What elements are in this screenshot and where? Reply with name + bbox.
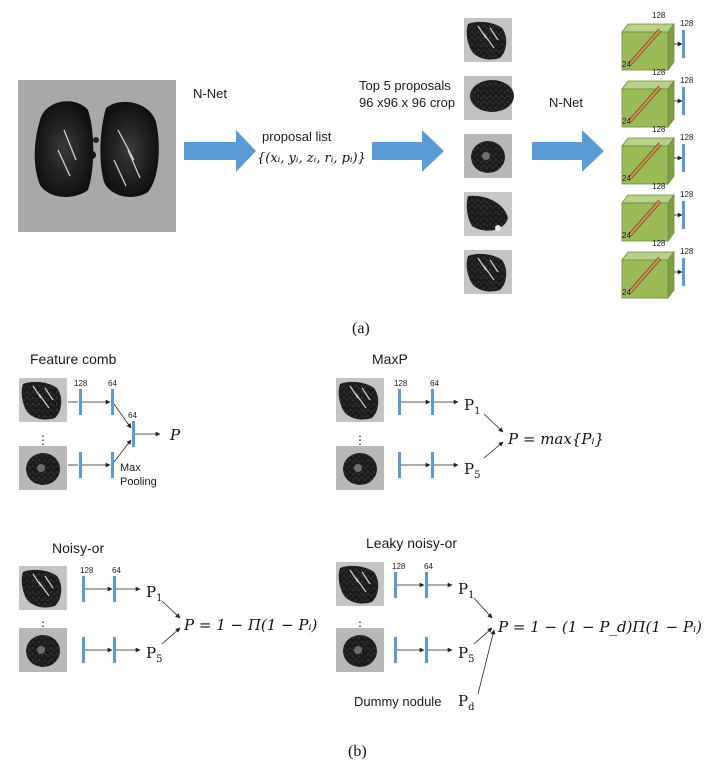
leaky-noisy-or-panel: Leaky noisy-or ⋮ 128 64 P1 P5 P = 1 − (1…: [335, 535, 702, 713]
svg-text:Pd: Pd: [458, 692, 475, 713]
noisy-or-formula: P = 1 − Π(1 − Pᵢ): [183, 616, 318, 634]
svg-text:24: 24: [622, 288, 631, 297]
svg-text:64: 64: [128, 411, 137, 420]
svg-text:P1: P1: [464, 396, 480, 417]
svg-text:24: 24: [622, 117, 631, 126]
leaky-noisy-or-title: Leaky noisy-or: [366, 535, 457, 551]
pooled-vector: [132, 421, 135, 447]
vector-64: [111, 389, 114, 415]
nnet-label-1: N-Net: [193, 86, 227, 101]
svg-text:64: 64: [424, 562, 433, 571]
svg-text:P5: P5: [458, 644, 474, 665]
top5-label-line2: 96 x96 x 96 crop: [359, 95, 455, 110]
svg-text:128: 128: [680, 190, 694, 199]
feature-comb-panel: Feature comb ⋮ 128 64 64 P Max Pooling: [18, 351, 181, 490]
svg-text:64: 64: [108, 379, 117, 388]
svg-text:128: 128: [652, 239, 666, 248]
svg-text:Max: Max: [120, 462, 141, 474]
svg-text:128: 128: [80, 566, 94, 575]
proposal-crop-1: [463, 17, 513, 63]
proposal-crops: [463, 17, 514, 295]
noisy-or-title: Noisy-or: [52, 540, 104, 556]
feature-cube-1: 128 24 128: [620, 11, 694, 72]
feature-cube-4: 128 24 128: [620, 182, 694, 243]
proposal-crop-3: [464, 134, 512, 178]
top5-label-line1: Top 5 proposals: [359, 78, 451, 93]
svg-text:128: 128: [652, 11, 666, 20]
proposal-crop-2: [464, 76, 514, 120]
flow-arrow-1: [184, 130, 256, 172]
svg-text:128: 128: [652, 182, 666, 191]
vector-128: [79, 389, 82, 415]
svg-text:24: 24: [622, 231, 631, 240]
feature-cube-2: 128 24 128: [620, 68, 694, 129]
feature-cube-5: 128 24 128: [620, 239, 694, 300]
noisy-or-panel: Noisy-or ⋮ 128 64 P1 P5 P = 1 − Π(1 − Pᵢ…: [18, 540, 318, 672]
svg-text:128: 128: [680, 247, 694, 256]
feature-vector: [682, 30, 685, 58]
svg-text:P5: P5: [464, 460, 480, 481]
input-thumb-top: [18, 377, 68, 423]
ellipsis: ⋮: [37, 433, 49, 447]
proposal-crop-4: [464, 192, 512, 236]
caption-a: (a): [352, 320, 370, 337]
maxp-formula: P = max{Pᵢ}: [507, 430, 604, 448]
maxp-panel: MaxP ⋮ 128 64 P1 P5 P = max{Pᵢ}: [335, 351, 604, 490]
svg-text:128: 128: [394, 379, 408, 388]
svg-text:64: 64: [430, 379, 439, 388]
maxp-title: MaxP: [372, 351, 408, 367]
svg-text:128: 128: [680, 19, 694, 28]
feature-comb-output: P: [169, 426, 181, 444]
svg-text:64: 64: [112, 566, 121, 575]
svg-text:24: 24: [622, 174, 631, 183]
svg-text:Pooling: Pooling: [120, 476, 157, 488]
nnet-label-2: N-Net: [549, 95, 583, 110]
svg-text:24: 24: [622, 60, 631, 69]
flow-arrow-2: [372, 130, 444, 172]
proposal-crop-5: [463, 249, 513, 295]
caption-b: (b): [348, 743, 367, 760]
feature-comb-title: Feature comb: [30, 351, 117, 367]
svg-text:128: 128: [392, 562, 406, 571]
proposal-formula: {(xᵢ, yᵢ, zᵢ, rᵢ, pᵢ)}: [257, 151, 366, 166]
svg-text:P5: P5: [146, 644, 162, 665]
svg-text:P1: P1: [458, 580, 474, 601]
svg-text:128: 128: [680, 133, 694, 142]
proposal-list-label: proposal list: [262, 129, 332, 144]
flow-arrow-3: [532, 130, 604, 172]
leaky-noisy-or-formula: P = 1 − (1 − P_d)Π(1 − Pᵢ): [497, 618, 702, 636]
svg-text:128: 128: [680, 76, 694, 85]
svg-text:⋮: ⋮: [354, 433, 366, 447]
feature-cube-3: 128 24 128: [620, 125, 694, 186]
svg-text:128: 128: [652, 125, 666, 134]
input-thumb-bottom: [19, 446, 67, 490]
feature-cubes: 128 24 128 128 24 128 128 24 128 128 24: [620, 11, 694, 300]
ct-scan-image: [18, 80, 176, 232]
dummy-nodule-label: Dummy nodule: [354, 694, 441, 709]
svg-text:P1: P1: [146, 583, 162, 604]
svg-text:128: 128: [652, 68, 666, 77]
svg-text:128: 128: [74, 379, 88, 388]
